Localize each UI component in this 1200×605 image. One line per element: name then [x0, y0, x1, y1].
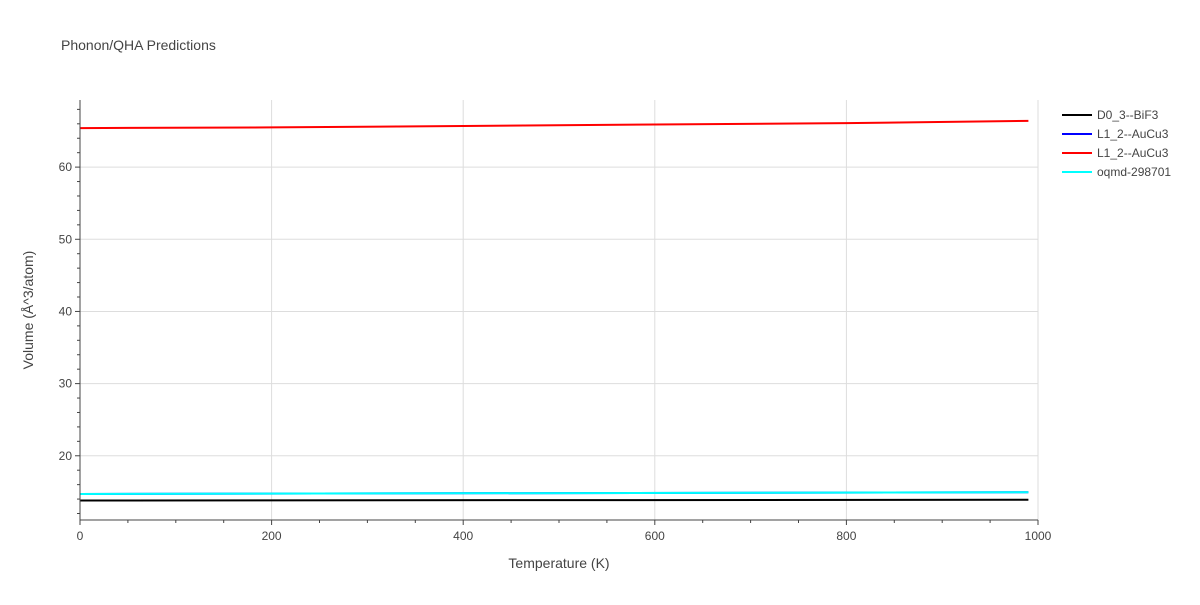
series-line-4	[79, 491, 1029, 495]
x-tick-label: 1000	[1025, 529, 1052, 543]
y-tick-label: 40	[59, 304, 73, 318]
x-tick-label: 200	[262, 529, 282, 543]
y-axis-title: Volume (Å^3/atom)	[20, 251, 36, 370]
legend-label-3: L1_2--AuCu3	[1097, 146, 1169, 160]
x-axis-title: Temperature (K)	[508, 555, 609, 571]
series-line-3	[79, 119, 1029, 130]
x-tick-label: 400	[453, 529, 473, 543]
legend: D0_3--BiF3 L1_2--AuCu3 L1_2--AuCu3 oqmd-298…	[1062, 108, 1171, 179]
y-tick-label: 30	[59, 377, 73, 391]
x-tick-label: 800	[836, 529, 856, 543]
legend-label-1: D0_3--BiF3	[1097, 108, 1159, 122]
series-lines	[79, 119, 1029, 502]
x-tick-label: 0	[77, 529, 84, 543]
axes: 0 200 400 600 800 1000 20 30 40 50 60	[59, 100, 1052, 543]
y-tick-label: 50	[59, 232, 73, 246]
legend-label-4: oqmd-298701	[1097, 165, 1171, 179]
x-tick-label: 600	[645, 529, 665, 543]
y-tick-label: 60	[59, 160, 73, 174]
legend-label-2: L1_2--AuCu3	[1097, 127, 1169, 141]
grid	[80, 100, 1039, 520]
y-tick-label: 20	[59, 449, 73, 463]
series-line-1	[79, 498, 1029, 502]
chart-title: Phonon/QHA Predictions	[61, 37, 216, 53]
